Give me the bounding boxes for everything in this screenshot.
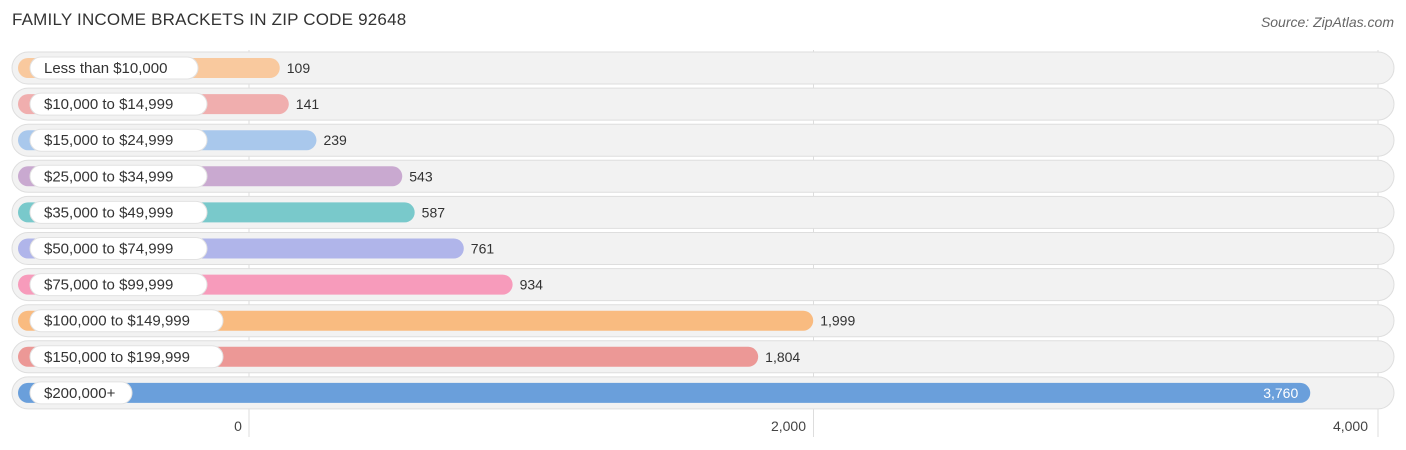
x-axis-ticks: 0 2,000 4,000 (234, 418, 1368, 434)
value-label: 109 (287, 60, 311, 76)
category-label: $25,000 to $34,999 (44, 168, 173, 185)
bar-row: $15,000 to $24,999 239 (11, 123, 1395, 157)
x-tick-label: 0 (234, 418, 242, 434)
category-pill (29, 381, 133, 405)
bar-row: $50,000 to $74,999 761 (11, 232, 1395, 265)
source-credit: Source: ZipAtlas.com (1260, 14, 1394, 30)
bar-track (11, 51, 1395, 85)
bar-row: Less than $10,000 109 (11, 51, 1395, 85)
value-label: 934 (520, 277, 544, 293)
category-pill (29, 56, 199, 80)
bar-row: $75,000 to $99,999 934 (11, 268, 1395, 302)
bar-track (11, 123, 1395, 157)
value-label: 1,999 (820, 313, 855, 329)
category-label: $50,000 to $74,999 (44, 241, 173, 258)
category-label: $75,000 to $99,999 (44, 277, 173, 294)
bar-row: $100,000 to $149,999 1,999 (11, 304, 1395, 338)
value-label: 761 (471, 241, 495, 257)
category-label: $200,000+ (44, 385, 116, 402)
value-label: 1,804 (765, 349, 800, 365)
category-pill (29, 164, 208, 188)
category-pill (29, 237, 208, 260)
category-label: $15,000 to $24,999 (44, 132, 173, 149)
value-label: 543 (409, 168, 433, 184)
category-label: Less than $10,000 (44, 60, 167, 77)
category-pill (29, 273, 208, 297)
category-label: $10,000 to $14,999 (44, 96, 173, 113)
bar-row: $35,000 to $49,999 587 (11, 195, 1395, 229)
category-pill (29, 345, 224, 369)
bar (18, 382, 1311, 403)
category-pill (29, 128, 208, 152)
bar-row: $200,000+ 3,760 (11, 376, 1395, 410)
category-pill (29, 309, 224, 333)
category-label: $35,000 to $49,999 (44, 204, 173, 221)
category-label: $150,000 to $199,999 (44, 349, 190, 366)
value-label: 587 (422, 204, 446, 220)
category-pill (29, 200, 208, 224)
bars: Less than $10,000 109 $10,000 to $14,999 14… (11, 51, 1395, 410)
value-label: 239 (323, 132, 347, 148)
value-label: 3,760 (1263, 385, 1298, 401)
category-pill (29, 92, 208, 116)
bar-row: $25,000 to $34,999 543 (11, 159, 1395, 193)
x-tick-label: 2,000 (771, 418, 806, 434)
bar-track (11, 87, 1395, 121)
value-label: 141 (296, 96, 320, 112)
chart-title: FAMILY INCOME BRACKETS IN ZIP CODE 92648 (12, 10, 407, 29)
bar-row: $10,000 to $14,999 141 (11, 87, 1395, 121)
bar-row: $150,000 to $199,999 1,804 (11, 340, 1395, 374)
category-label: $100,000 to $149,999 (44, 313, 190, 330)
x-tick-label: 4,000 (1333, 418, 1368, 434)
